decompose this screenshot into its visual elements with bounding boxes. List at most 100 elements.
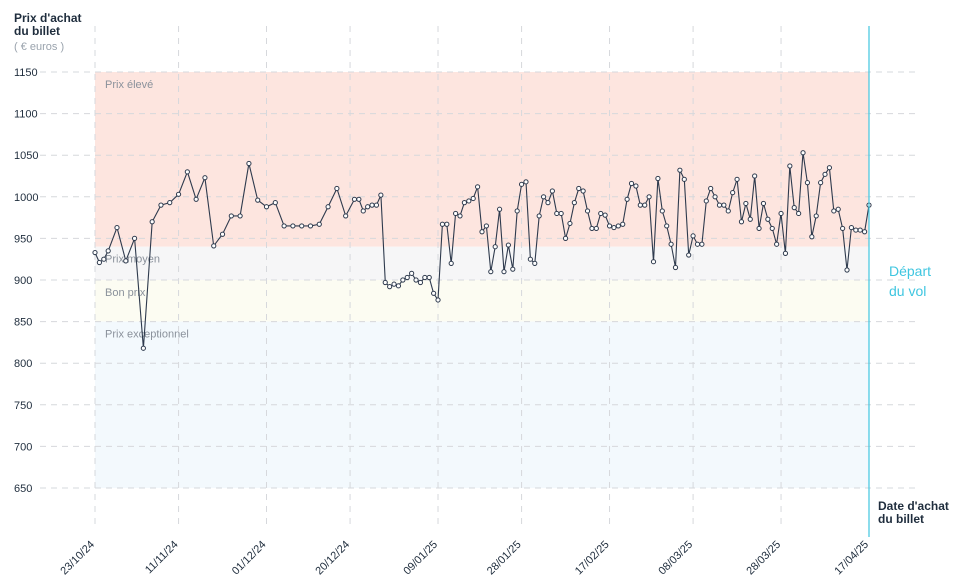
data-point <box>787 163 793 169</box>
data-point <box>263 204 270 210</box>
data-point <box>466 198 472 204</box>
y-tick-label: 1150 <box>14 67 38 79</box>
data-point <box>791 205 797 211</box>
data-point <box>738 219 745 225</box>
data-point <box>492 244 498 250</box>
data-point <box>752 173 758 179</box>
x-tick-label: 08/03/25 <box>656 539 695 578</box>
data-point <box>246 160 252 167</box>
data-point <box>835 206 841 212</box>
data-point <box>219 231 226 237</box>
data-point <box>422 274 428 281</box>
y-tick-label: 1000 <box>14 192 38 204</box>
data-point <box>712 194 718 200</box>
data-point <box>659 208 665 214</box>
data-point <box>725 208 731 214</box>
data-point <box>255 197 261 203</box>
data-point <box>378 192 384 198</box>
data-point <box>496 206 503 212</box>
data-point <box>514 208 520 214</box>
data-point <box>774 241 780 247</box>
data-point <box>747 216 753 222</box>
data-point <box>760 200 767 207</box>
x-tick-label: 20/12/24 <box>313 539 352 578</box>
data-point <box>448 260 454 266</box>
data-point <box>804 180 811 186</box>
data-point <box>562 235 569 241</box>
data-point <box>439 221 446 227</box>
data-point <box>796 210 802 217</box>
data-point <box>800 150 806 156</box>
data-point <box>840 225 846 232</box>
x-axis-ticks: 23/10/24 11/11/24 01/12/24 20/12/24 09/01/25… <box>58 539 871 578</box>
data-point <box>351 196 358 202</box>
data-point <box>593 225 599 232</box>
data-point <box>628 180 635 187</box>
data-point <box>655 175 661 182</box>
data-point <box>483 223 489 229</box>
data-point <box>167 200 173 206</box>
data-point <box>844 267 850 273</box>
data-point <box>690 233 696 239</box>
data-point <box>510 266 516 272</box>
data-point <box>756 225 762 232</box>
data-point <box>681 176 687 182</box>
data-point <box>672 264 679 271</box>
zone-band <box>95 72 869 247</box>
data-point <box>365 204 371 210</box>
data-point <box>611 224 617 231</box>
x-tick-label: 09/01/25 <box>401 539 440 578</box>
y-tick-label: 850 <box>14 317 32 329</box>
y-axis-unit: ( € euros ) <box>14 41 65 53</box>
data-point <box>290 223 296 229</box>
data-point <box>461 200 468 206</box>
data-point <box>831 208 837 214</box>
x-tick-label: 01/12/24 <box>230 539 269 578</box>
data-point <box>457 213 463 219</box>
data-point <box>734 176 740 182</box>
data-point <box>668 241 674 247</box>
y-tick-label: 800 <box>14 358 32 370</box>
zone-band <box>95 246 869 280</box>
y-tick-label: 1100 <box>14 109 38 121</box>
data-point <box>96 259 102 266</box>
data-point <box>140 345 146 351</box>
data-point <box>699 241 705 247</box>
data-point <box>356 196 362 202</box>
data-point <box>105 248 111 254</box>
data-point <box>650 259 657 265</box>
data-point <box>307 223 314 229</box>
data-point <box>615 223 621 229</box>
data-point <box>382 279 388 286</box>
data-point <box>395 283 402 289</box>
data-point <box>435 297 441 303</box>
x-axis-title: Date d'achat du billet <box>878 500 949 526</box>
data-point <box>708 185 714 192</box>
data-point <box>862 229 868 235</box>
data-point <box>602 212 608 218</box>
data-point <box>193 196 199 202</box>
y-axis-ticks: 650 700 750 800 850 900 950 1000 1050 1100 1150 <box>14 67 38 495</box>
departure-label: Départ du vol <box>889 261 931 301</box>
data-point <box>576 185 582 192</box>
chart-grid <box>40 26 918 530</box>
data-point <box>769 225 775 232</box>
x-tick-label: 17/04/25 <box>832 539 871 578</box>
data-point <box>184 169 190 175</box>
data-point <box>633 183 639 189</box>
data-point <box>598 210 604 217</box>
data-point <box>391 281 397 287</box>
data-point <box>523 179 529 185</box>
y-tick-label: 950 <box>14 233 32 245</box>
y-axis-title: Prix d'achat du billet <box>14 12 82 38</box>
data-point <box>387 284 393 290</box>
y-axis-title-line1: Prix d'achat <box>14 11 82 25</box>
x-tick-label: 11/11/24 <box>143 539 181 577</box>
x-axis-title-line2: du billet <box>878 512 924 526</box>
data-point <box>409 270 415 276</box>
data-point <box>299 223 305 229</box>
data-point <box>475 184 481 190</box>
data-point <box>778 210 784 217</box>
x-tick-label: 23/10/24 <box>58 539 97 578</box>
data-point <box>813 213 819 219</box>
